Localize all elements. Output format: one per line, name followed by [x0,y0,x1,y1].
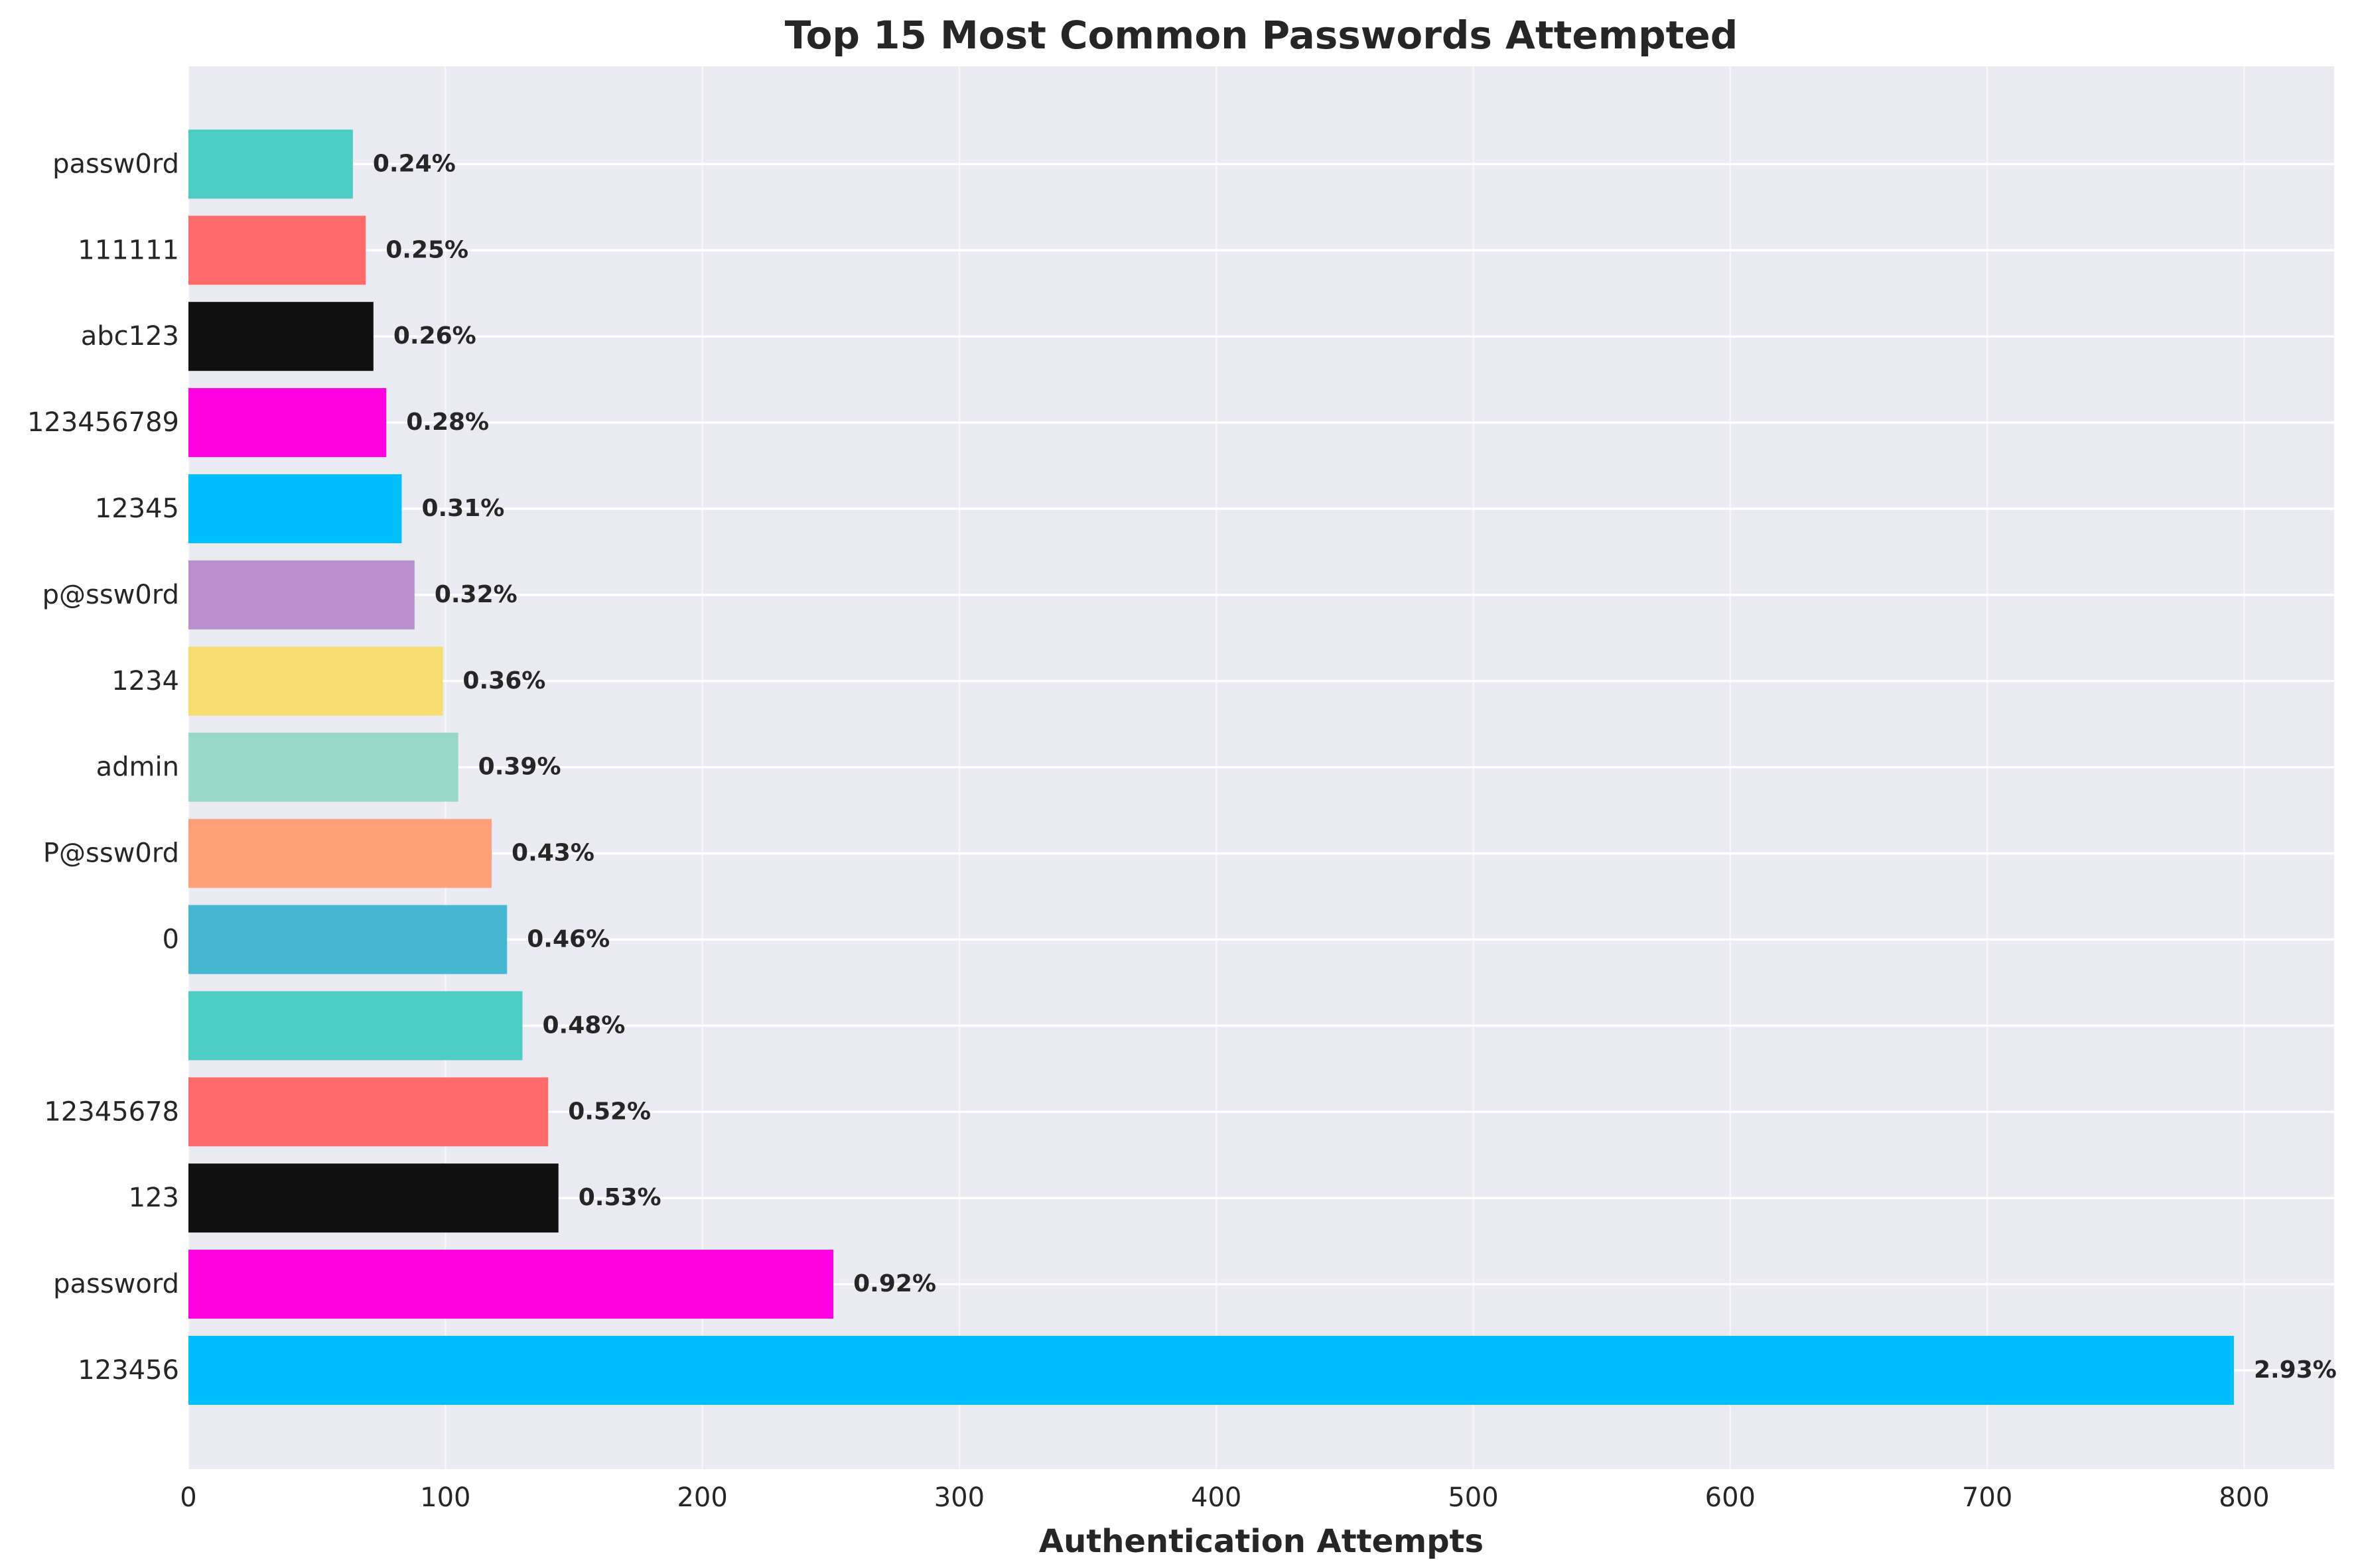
x-tick-label: 100 [420,1482,470,1513]
bar-value-label: 0.53% [579,1184,661,1211]
bar [188,302,374,371]
bar [188,818,492,888]
bar-value-label: 0.24% [373,150,456,177]
bar-value-label: 0.26% [393,322,476,350]
bar-value-label: 0.39% [478,753,561,781]
bar-value-label: 0.31% [421,495,504,522]
x-tick-label: 600 [1705,1482,1756,1513]
x-axis-tick-labels: 0 100 200 300 400 500 600 700 800 [180,1482,2269,1513]
x-tick-label: 400 [1191,1482,1241,1513]
y-tick-label: passw0rd [52,149,179,179]
bar [188,905,508,974]
bar-value-label: 0.36% [462,667,545,694]
x-axis-label: Authentication Attempts [1039,1523,1484,1560]
y-tick-label: abc123 [81,321,179,352]
bars [188,129,2234,1405]
bar-value-label: 2.93% [2254,1356,2337,1384]
bar [188,1250,834,1319]
bar [188,474,402,543]
y-tick-label: admin [96,752,179,783]
bar [188,1077,549,1147]
bar [188,388,387,458]
bar-value-label: 0.32% [435,581,518,608]
x-tick-label: 800 [2219,1482,2269,1513]
bar-value-label: 0.43% [512,840,594,867]
x-tick-label: 300 [934,1482,985,1513]
y-tick-label: 123456 [78,1355,179,1386]
bar-value-label: 0.46% [527,926,610,953]
y-tick-label: p@ssw0rd [42,580,179,610]
y-tick-label: 111111 [78,235,179,265]
y-tick-label: 123456789 [27,407,179,438]
x-tick-label: 200 [677,1482,727,1513]
y-tick-label: 0 [163,925,179,955]
y-tick-label: P@ssw0rd [43,838,179,869]
y-axis-tick-labels: 123456 password 123 12345678 0 P@ssw0rd admin 1… [27,149,179,1386]
data-labels: 2.93% 0.92% 0.53% 0.52% 0.48% 0.46% 0.43% 0.39%… [373,150,2337,1384]
x-tick-label: 0 [180,1482,196,1513]
y-tick-label: password [53,1269,179,1299]
bar-value-label: 0.25% [385,236,468,263]
bar-value-label: 0.48% [542,1012,625,1039]
bar [188,560,415,629]
y-tick-label: 12345 [95,493,179,524]
y-tick-label: 1234 [111,666,179,696]
bar [188,991,523,1061]
bar-value-label: 0.52% [568,1098,651,1125]
x-tick-label: 500 [1448,1482,1498,1513]
bar [188,129,353,199]
bar-value-label: 0.28% [406,409,489,436]
grid-lines [187,66,2334,1469]
bar [188,1336,2234,1405]
bar-value-label: 0.92% [853,1270,936,1297]
x-tick-label: 700 [1962,1482,2012,1513]
y-tick-label: 123 [129,1183,179,1213]
bar [188,646,443,716]
chart-title: Top 15 Most Common Passwords Attempted [785,13,1738,58]
bar [188,216,366,285]
bar [188,732,458,802]
y-tick-label: 12345678 [44,1096,179,1127]
bar [188,1163,559,1233]
